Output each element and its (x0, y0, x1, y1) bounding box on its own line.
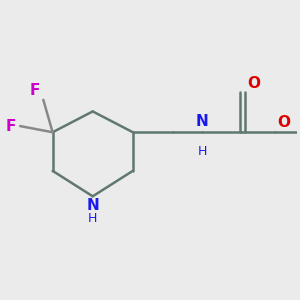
Text: N: N (86, 198, 99, 213)
Text: F: F (30, 83, 40, 98)
Text: O: O (277, 115, 290, 130)
Text: H: H (198, 145, 207, 158)
Text: F: F (5, 118, 16, 134)
Text: N: N (196, 114, 209, 129)
Text: O: O (247, 76, 260, 91)
Text: H: H (88, 212, 98, 225)
